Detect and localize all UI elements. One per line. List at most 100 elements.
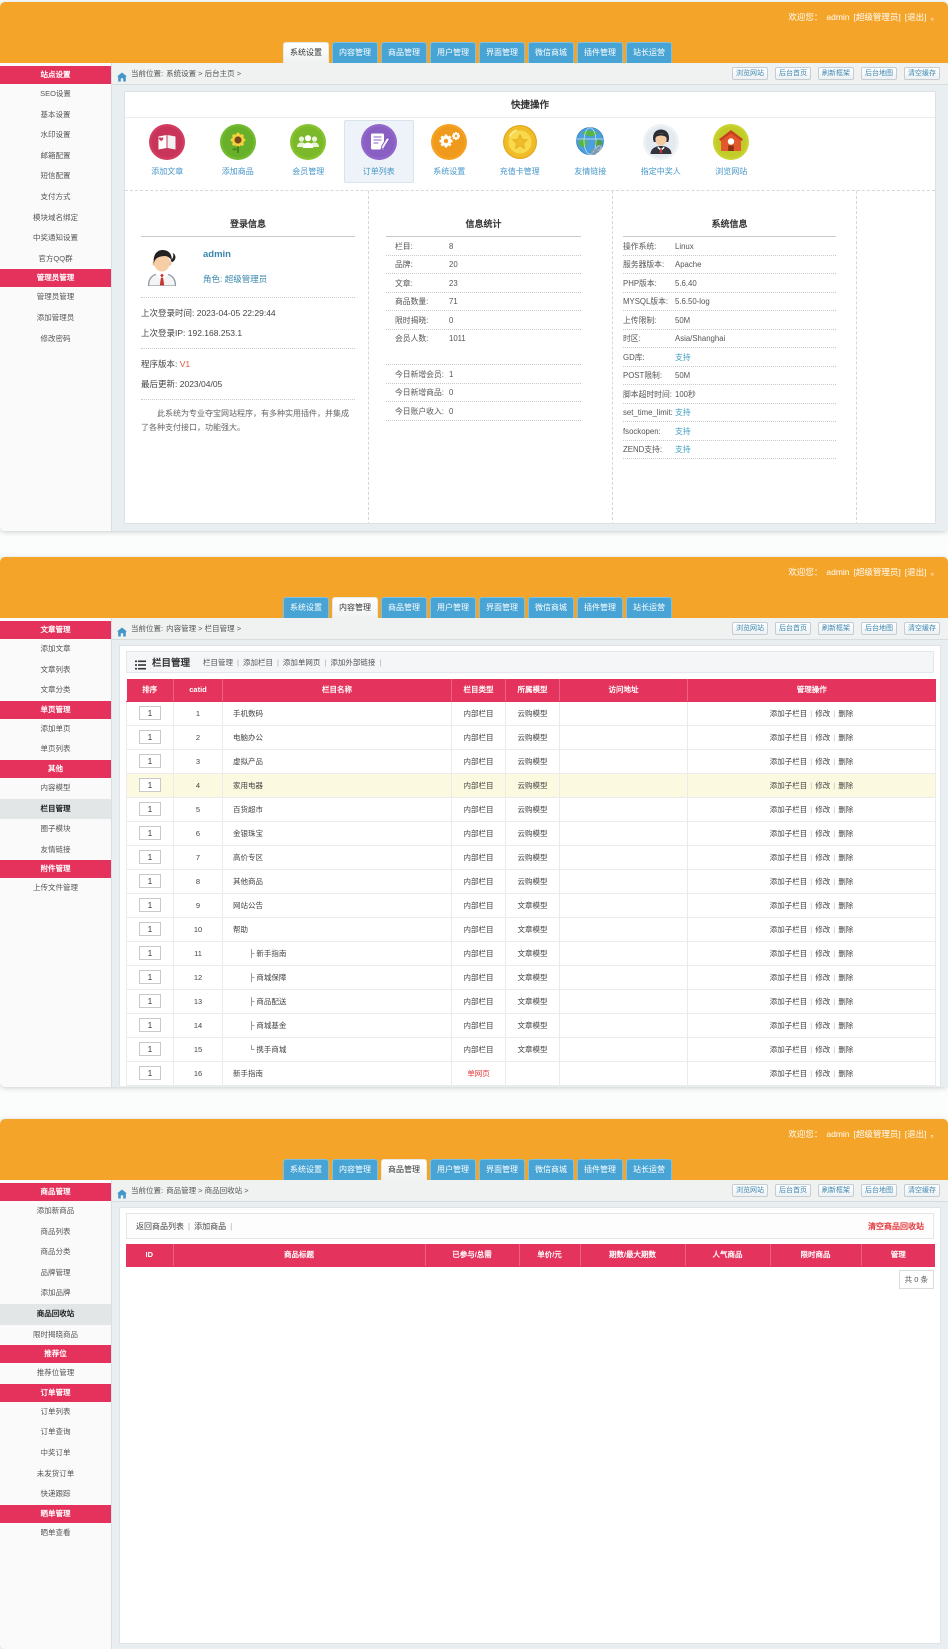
sidebar-header-站点设置[interactable]: 站点设置 — [0, 66, 111, 84]
sidebar-item-快递跟踪[interactable]: 快递跟踪 — [40, 1489, 71, 1499]
quick-action-指定中奖人[interactable]: 指定中奖人 — [626, 120, 697, 183]
action-删除[interactable]: 删除 — [838, 900, 854, 910]
action-添加子栏目[interactable]: 添加子栏目 — [769, 804, 808, 814]
action-删除[interactable]: 删除 — [838, 780, 854, 790]
sidebar-item-订单列表[interactable]: 订单列表 — [40, 1406, 71, 1416]
sidebar-item-添加管理员[interactable]: 添加管理员 — [36, 312, 75, 322]
quick-action-添加商品[interactable]: 添加商品 — [203, 120, 274, 183]
logout-link[interactable]: [退出] — [904, 12, 927, 22]
action-添加子栏目[interactable]: 添加子栏目 — [769, 756, 808, 766]
stat-value-link[interactable]: 支持 — [675, 408, 691, 417]
action-删除[interactable]: 删除 — [838, 924, 854, 934]
action-删除[interactable]: 删除 — [838, 804, 854, 814]
action-修改[interactable]: 修改 — [815, 732, 831, 742]
tab-系统设置[interactable]: 系统设置 — [283, 597, 329, 618]
sidebar-item-单页列表[interactable]: 单页列表 — [40, 744, 71, 754]
sidebar-item-短信配置[interactable]: 短信配置 — [40, 171, 71, 181]
tab-系统设置[interactable]: 系统设置 — [283, 42, 329, 63]
sort-order-input[interactable] — [139, 802, 161, 816]
sort-order-input[interactable] — [139, 946, 161, 960]
sidebar-item-商品列表[interactable]: 商品列表 — [40, 1226, 71, 1236]
action-删除[interactable]: 删除 — [838, 948, 854, 958]
action-修改[interactable]: 修改 — [815, 828, 831, 838]
sidebar-item-SEO设置[interactable]: SEO设置 — [40, 89, 71, 98]
sidebar-item-官方QQ群[interactable]: 官方QQ群 — [38, 253, 73, 263]
sidebar-item-邮箱配置[interactable]: 邮箱配置 — [40, 150, 71, 160]
tool-button-后台地图[interactable]: 后台地图 — [861, 1184, 897, 1197]
sidebar-header-管理员管理[interactable]: 管理员管理 — [0, 269, 111, 288]
action-删除[interactable]: 删除 — [838, 1044, 854, 1054]
action-修改[interactable]: 修改 — [815, 804, 831, 814]
sidebar-header-晒单管理[interactable]: 晒单管理 — [0, 1504, 111, 1523]
action-添加子栏目[interactable]: 添加子栏目 — [769, 1020, 808, 1030]
quick-action-友情链接[interactable]: 友情链接 — [555, 120, 626, 183]
sidebar-header-单页管理[interactable]: 单页管理 — [0, 700, 111, 719]
sidebar-item-中奖通知设置[interactable]: 中奖通知设置 — [33, 233, 78, 243]
action-删除[interactable]: 删除 — [838, 1068, 854, 1078]
sort-order-input[interactable] — [139, 898, 161, 912]
logout-link[interactable]: [退出] — [904, 567, 927, 577]
action-添加子栏目[interactable]: 添加子栏目 — [769, 996, 808, 1006]
sidebar-item-友情链接[interactable]: 友情链接 — [40, 844, 71, 854]
sidebar-item-添加文章[interactable]: 添加文章 — [40, 644, 71, 653]
action-修改[interactable]: 修改 — [815, 924, 831, 934]
login-username-link[interactable]: admin — [203, 249, 231, 260]
action-修改[interactable]: 修改 — [815, 1044, 831, 1054]
action-添加子栏目[interactable]: 添加子栏目 — [769, 780, 808, 790]
sidebar-item-修改密码[interactable]: 修改密码 — [40, 333, 71, 343]
action-修改[interactable]: 修改 — [815, 852, 831, 862]
tool-button-后台首页[interactable]: 后台首页 — [775, 1184, 811, 1197]
tab-系统设置[interactable]: 系统设置 — [283, 1159, 329, 1180]
logout-link[interactable]: [退出] — [904, 1129, 927, 1139]
tool-button-清空缓存[interactable]: 清空缓存 — [904, 1184, 940, 1197]
sort-order-input[interactable] — [139, 706, 161, 720]
sort-order-input[interactable] — [139, 778, 161, 792]
tab-用户管理[interactable]: 用户管理 — [430, 42, 476, 63]
sort-order-input[interactable] — [139, 850, 161, 864]
tab-商品管理[interactable]: 商品管理 — [381, 1159, 427, 1180]
action-修改[interactable]: 修改 — [815, 900, 831, 910]
sidebar-item-推荐位管理[interactable]: 推荐位管理 — [36, 1368, 75, 1378]
tool-button-刷新框架[interactable]: 刷新框架 — [818, 67, 854, 80]
toolbar-link-添加商品[interactable]: 添加商品 — [194, 1221, 227, 1231]
action-修改[interactable]: 修改 — [815, 948, 831, 958]
action-添加子栏目[interactable]: 添加子栏目 — [769, 948, 808, 958]
tab-内容管理[interactable]: 内容管理 — [332, 597, 378, 618]
tool-button-清空缓存[interactable]: 清空缓存 — [904, 67, 940, 80]
sidebar-item-水印设置[interactable]: 水印设置 — [40, 130, 71, 140]
action-添加子栏目[interactable]: 添加子栏目 — [769, 972, 808, 982]
quick-action-添加文章[interactable]: 添加文章 — [132, 120, 203, 183]
action-删除[interactable]: 删除 — [838, 1020, 854, 1030]
sidebar-item-圈子模块[interactable]: 圈子模块 — [40, 824, 71, 834]
tool-button-浏览网站[interactable]: 浏览网站 — [732, 1184, 768, 1197]
action-修改[interactable]: 修改 — [815, 1020, 831, 1030]
action-添加子栏目[interactable]: 添加子栏目 — [769, 828, 808, 838]
sidebar-item-品牌管理[interactable]: 品牌管理 — [40, 1267, 71, 1277]
action-添加子栏目[interactable]: 添加子栏目 — [769, 1068, 808, 1078]
action-修改[interactable]: 修改 — [815, 876, 831, 886]
sidebar-item-添加新商品[interactable]: 添加新商品 — [36, 1206, 75, 1215]
tab-界面管理[interactable]: 界面管理 — [479, 1159, 525, 1180]
stat-value-link[interactable]: 支持 — [675, 352, 691, 362]
sidebar-header-附件管理[interactable]: 附件管理 — [0, 860, 111, 879]
sidebar-item-模块域名绑定[interactable]: 模块域名绑定 — [33, 212, 78, 222]
tab-插件管理[interactable]: 插件管理 — [577, 1159, 623, 1180]
sort-order-input[interactable] — [139, 922, 161, 936]
sidebar-item-内容模型[interactable]: 内容模型 — [40, 782, 71, 792]
tab-站长运营[interactable]: 站长运营 — [626, 1159, 672, 1180]
sidebar-item-支付方式[interactable]: 支付方式 — [40, 191, 71, 201]
action-删除[interactable]: 删除 — [838, 876, 854, 886]
sort-order-input[interactable] — [139, 874, 161, 888]
tab-界面管理[interactable]: 界面管理 — [479, 597, 525, 618]
action-删除[interactable]: 删除 — [838, 996, 854, 1006]
stat-value-link[interactable]: 支持 — [675, 426, 691, 436]
tool-button-浏览网站[interactable]: 浏览网站 — [732, 622, 768, 635]
sort-order-input[interactable] — [139, 826, 161, 840]
toolbar-link-返回商品列表[interactable]: 返回商品列表 — [136, 1221, 184, 1231]
sidebar-item-栏目管理[interactable]: 栏目管理 — [0, 798, 111, 820]
action-添加子栏目[interactable]: 添加子栏目 — [769, 732, 808, 742]
sidebar-item-文章分类[interactable]: 文章分类 — [40, 685, 71, 695]
tool-button-清空缓存[interactable]: 清空缓存 — [904, 622, 940, 635]
tab-微信商城[interactable]: 微信商城 — [528, 42, 574, 63]
action-修改[interactable]: 修改 — [815, 996, 831, 1006]
